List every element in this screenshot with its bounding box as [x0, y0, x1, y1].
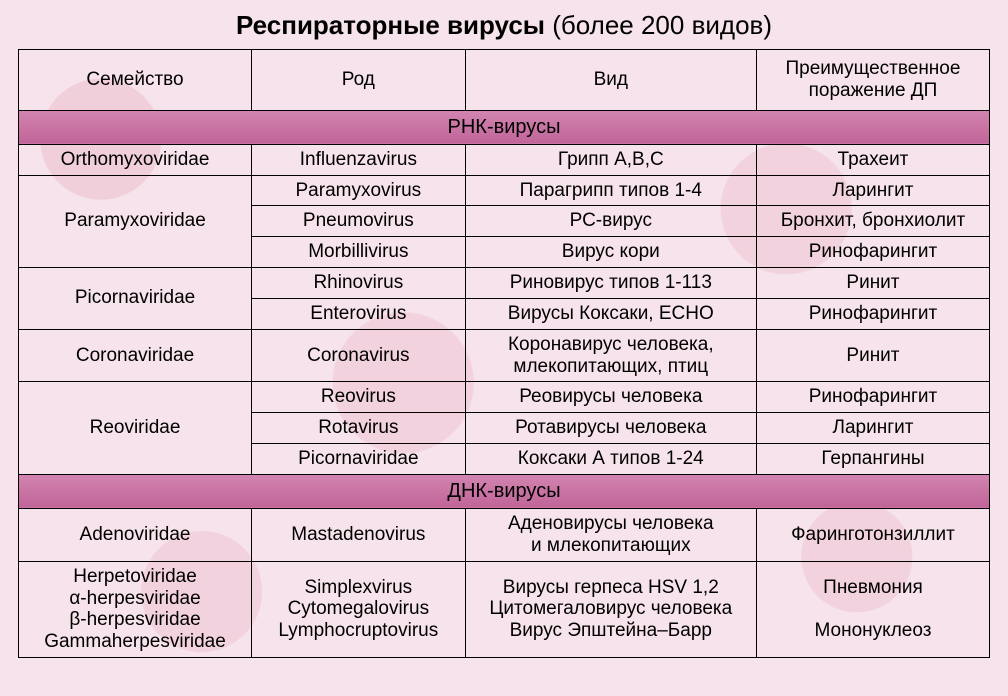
cell-species: Грипп А,В,С — [465, 144, 756, 175]
title-bold: Респираторные вирусы — [236, 10, 545, 40]
cell-genus: Coronavirus — [252, 329, 466, 382]
cell-species: РС-вирус — [465, 206, 756, 237]
cell-species: Вирусы Коксаки, ЕСНО — [465, 298, 756, 329]
table-row: Picornaviridae Rhinovirus Риновирус типо… — [19, 268, 990, 299]
cell-species: Коксаки А типов 1-24 — [465, 444, 756, 475]
cell-lesion: Ринит — [756, 268, 989, 299]
table-row: Herpetoviridae α-herpesviridae β-herpesv… — [19, 561, 990, 657]
cell-lesion: Ларингит — [756, 413, 989, 444]
cell-family: Coronaviridae — [19, 329, 252, 382]
cell-lesion: Герпангины — [756, 444, 989, 475]
section-row: ДНК-вирусы — [19, 474, 990, 508]
table-row: Coronaviridae Coronavirus Коронавирус че… — [19, 329, 990, 382]
cell-species: Аденовирусы человека и млекопитающих — [465, 508, 756, 561]
cell-genus: Rotavirus — [252, 413, 466, 444]
cell-genus: Simplexvirus Cytomegalovirus Lymphocrupt… — [252, 561, 466, 657]
page-title: Респираторные вирусы (более 200 видов) — [18, 10, 990, 41]
col-family: Семейство — [19, 50, 252, 111]
cell-species: Вирусы герпеса HSV 1,2 Цитомегаловирус ч… — [465, 561, 756, 657]
cell-lesion: Бронхит, бронхиолит — [756, 206, 989, 237]
cell-genus: Paramyxovirus — [252, 175, 466, 206]
virus-table: Семейство Род Вид Преимущественное пораж… — [18, 49, 990, 658]
page: Респираторные вирусы (более 200 видов) С… — [0, 0, 1008, 696]
cell-lesion: Ринофарингит — [756, 298, 989, 329]
title-rest: (более 200 видов) — [545, 10, 772, 40]
cell-genus: Reovirus — [252, 382, 466, 413]
cell-species: Риновирус типов 1-113 — [465, 268, 756, 299]
col-lesion: Преимущественное поражение ДП — [756, 50, 989, 111]
cell-genus: Morbillivirus — [252, 237, 466, 268]
table-header-row: Семейство Род Вид Преимущественное пораж… — [19, 50, 990, 111]
cell-genus: Rhinovirus — [252, 268, 466, 299]
cell-species: Ротавирусы человека — [465, 413, 756, 444]
cell-genus: Mastadenovirus — [252, 508, 466, 561]
col-genus: Род — [252, 50, 466, 111]
cell-lesion: Ринит — [756, 329, 989, 382]
cell-species: Парагрипп типов 1-4 — [465, 175, 756, 206]
section-row: РНК-вирусы — [19, 110, 990, 144]
table-row: Adenoviridae Mastadenovirus Аденовирусы … — [19, 508, 990, 561]
cell-genus: Enterovirus — [252, 298, 466, 329]
col-species: Вид — [465, 50, 756, 111]
cell-lesion: Трахеит — [756, 144, 989, 175]
cell-species: Вирус кори — [465, 237, 756, 268]
table-row: Orthomyxoviridae Influenzavirus Грипп А,… — [19, 144, 990, 175]
cell-family: Adenoviridae — [19, 508, 252, 561]
cell-genus: Picornaviridae — [252, 444, 466, 475]
section-dna: ДНК-вирусы — [19, 474, 990, 508]
cell-species: Реовирусы человека — [465, 382, 756, 413]
cell-genus: Pneumovirus — [252, 206, 466, 237]
cell-family: Reoviridae — [19, 382, 252, 475]
cell-family: Paramyxoviridae — [19, 175, 252, 268]
cell-family: Picornaviridae — [19, 268, 252, 330]
section-rna: РНК-вирусы — [19, 110, 990, 144]
cell-lesion: Пневмония Мононуклеоз — [756, 561, 989, 657]
cell-family: Herpetoviridae α-herpesviridae β-herpesv… — [19, 561, 252, 657]
table-row: Reoviridae Reovirus Реовирусы человека Р… — [19, 382, 990, 413]
cell-lesion: Ринофарингит — [756, 237, 989, 268]
cell-family: Orthomyxoviridae — [19, 144, 252, 175]
cell-lesion: Ларингит — [756, 175, 989, 206]
cell-species: Коронавирус человека, млекопитающих, пти… — [465, 329, 756, 382]
cell-lesion: Фаринготонзиллит — [756, 508, 989, 561]
table-row: Paramyxoviridae Paramyxovirus Парагрипп … — [19, 175, 990, 206]
cell-lesion: Ринофарингит — [756, 382, 989, 413]
cell-genus: Influenzavirus — [252, 144, 466, 175]
